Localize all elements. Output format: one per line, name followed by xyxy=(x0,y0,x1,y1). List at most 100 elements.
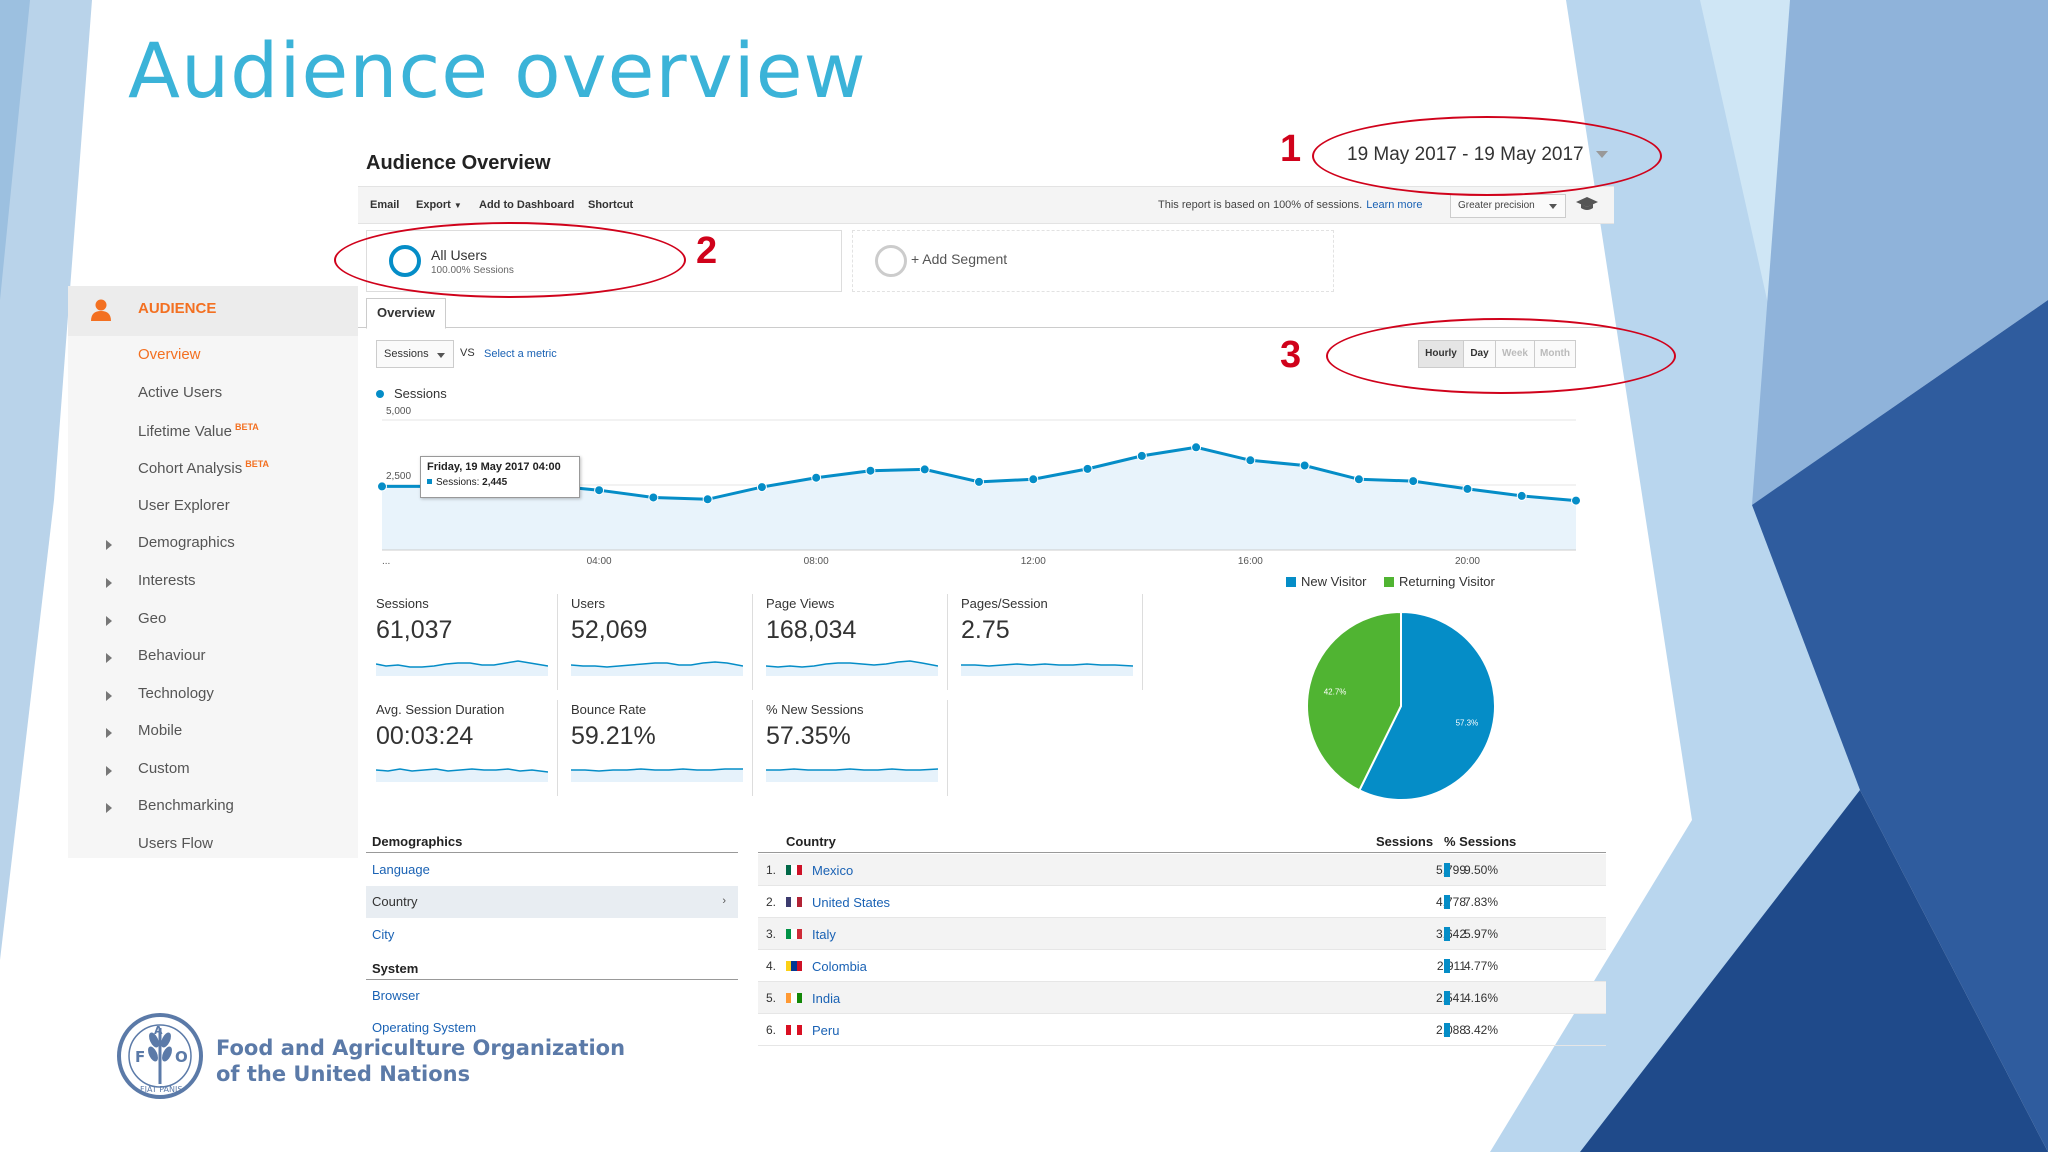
expand-arrow-icon[interactable] xyxy=(106,803,112,813)
sidebar-item-benchmarking[interactable]: Benchmarking xyxy=(138,797,234,814)
data-point[interactable] xyxy=(1245,455,1256,466)
sidebar-item-geo[interactable]: Geo xyxy=(138,610,166,627)
browser-link[interactable]: Browser xyxy=(372,988,420,1003)
data-point[interactable] xyxy=(1299,460,1310,471)
sidebar-item-custom[interactable]: Custom xyxy=(138,760,190,777)
expand-arrow-icon[interactable] xyxy=(106,691,112,701)
metric-dropdown[interactable]: Sessions xyxy=(376,340,454,368)
select-metric-link[interactable]: Select a metric xyxy=(484,348,557,360)
sparkline xyxy=(571,768,743,782)
export-button[interactable]: Export ▼ xyxy=(416,199,462,211)
sidebar-item-users-flow[interactable]: Users Flow xyxy=(138,835,213,852)
data-point[interactable] xyxy=(1353,474,1364,485)
add-segment-button[interactable]: + Add Segment xyxy=(852,230,1334,292)
data-point[interactable] xyxy=(1408,476,1419,487)
row-index: 2. xyxy=(766,895,777,909)
sidebar-item-technology[interactable]: Technology xyxy=(138,685,214,702)
expand-arrow-icon[interactable] xyxy=(106,540,112,550)
sidebar-item-label: User Explorer xyxy=(138,497,230,514)
data-point[interactable] xyxy=(702,494,713,505)
scorecard-pages-per-session[interactable]: Pages/Session 2.75 xyxy=(961,594,1143,690)
scorecard-value: 52,069 xyxy=(571,616,648,644)
sparkline xyxy=(376,660,548,676)
scorecard-new-sessions[interactable]: % New Sessions 57.35% xyxy=(766,700,948,796)
data-point[interactable] xyxy=(1028,474,1039,485)
chevron-down-icon xyxy=(1549,204,1557,209)
visitor-pie-chart: 57.3% 42.7% xyxy=(1306,610,1496,801)
data-point[interactable] xyxy=(377,481,387,492)
system-heading: System xyxy=(372,961,419,976)
operating-system-link[interactable]: Operating System xyxy=(372,1020,477,1035)
data-point[interactable] xyxy=(1462,483,1473,494)
sidebar-item-user-explorer[interactable]: User Explorer xyxy=(138,497,230,514)
sidebar-item-behaviour[interactable]: Behaviour xyxy=(138,647,206,664)
x-tick-label: 08:00 xyxy=(804,556,829,567)
sidebar-item-lifetime-value[interactable]: Lifetime Value BETA xyxy=(138,422,259,440)
graduation-cap-icon[interactable] xyxy=(1576,195,1598,213)
divider xyxy=(366,852,738,853)
precision-dropdown[interactable]: Greater precision xyxy=(1450,194,1566,218)
city-link[interactable]: City xyxy=(372,927,395,942)
expand-arrow-icon[interactable] xyxy=(106,616,112,626)
row-index: 5. xyxy=(766,991,777,1005)
scorecard-bounce-rate[interactable]: Bounce Rate 59.21% xyxy=(571,700,753,796)
data-point[interactable] xyxy=(1516,490,1527,501)
country-link[interactable]: Country › xyxy=(366,886,738,918)
sparkline xyxy=(961,663,1133,676)
table-row[interactable]: 5. India 2,541 4.16% xyxy=(758,982,1606,1014)
sidebar-audience-header[interactable]: AUDIENCE xyxy=(68,286,358,336)
data-point[interactable] xyxy=(974,476,984,487)
data-point[interactable] xyxy=(1082,463,1093,474)
pie-slice[interactable] xyxy=(1358,610,1496,801)
email-button[interactable]: Email xyxy=(370,199,400,211)
data-point[interactable] xyxy=(1191,442,1202,453)
column-header-country: Country xyxy=(786,834,836,849)
data-point[interactable] xyxy=(811,472,822,483)
beta-badge: BETA xyxy=(234,422,259,432)
expand-arrow-icon[interactable] xyxy=(106,728,112,738)
table-row[interactable]: 2. United States 4,778 7.83% xyxy=(758,886,1606,918)
data-point[interactable] xyxy=(648,492,659,503)
sidebar-item-cohort-analysis[interactable]: Cohort Analysis BETA xyxy=(138,459,269,477)
data-point[interactable] xyxy=(865,465,876,476)
sessions-pct: 9.50% xyxy=(1464,863,1499,877)
expand-arrow-icon[interactable] xyxy=(106,653,112,663)
table-row[interactable]: 6. Peru 2,088 3.42% xyxy=(758,1014,1606,1046)
country-link[interactable]: India xyxy=(812,991,841,1006)
data-point[interactable] xyxy=(919,464,930,475)
sidebar-item-label: Overview xyxy=(138,346,201,363)
language-link[interactable]: Language xyxy=(372,862,430,877)
country-link[interactable]: United States xyxy=(812,895,891,910)
scorecard-users[interactable]: Users 52,069 xyxy=(571,594,753,690)
sidebar-item-demographics[interactable]: Demographics xyxy=(138,534,235,551)
country-link[interactable]: Colombia xyxy=(812,959,867,974)
sidebar-item-mobile[interactable]: Mobile xyxy=(138,722,182,739)
pie-slice[interactable] xyxy=(1306,610,1402,792)
learn-more-link[interactable]: Learn more xyxy=(1366,199,1423,211)
add-to-dashboard-button[interactable]: Add to Dashboard xyxy=(479,199,575,211)
expand-arrow-icon[interactable] xyxy=(106,766,112,776)
table-row[interactable]: 1. Mexico 5,799 9.50% xyxy=(758,854,1606,886)
tab-overview[interactable]: Overview xyxy=(366,298,446,329)
table-row[interactable]: 4. Colombia 2,911 4.77% xyxy=(758,950,1606,982)
country-link[interactable]: Italy xyxy=(812,927,836,942)
shortcut-button[interactable]: Shortcut xyxy=(588,199,634,211)
scorecard-avg-session-duration[interactable]: Avg. Session Duration 00:03:24 xyxy=(376,700,558,796)
sidebar-item-label: Mobile xyxy=(138,722,183,739)
data-point[interactable] xyxy=(756,482,767,493)
sidebar-item-overview[interactable]: Overview xyxy=(138,346,201,363)
country-link[interactable]: Peru xyxy=(812,1023,840,1038)
sidebar-item-label: Custom xyxy=(138,760,190,777)
sidebar-item-interests[interactable]: Interests xyxy=(138,572,196,589)
scorecard-sessions[interactable]: Sessions 61,037 xyxy=(376,594,558,690)
sidebar-item-active-users[interactable]: Active Users xyxy=(138,384,222,401)
data-point[interactable] xyxy=(1571,495,1581,506)
pie-data-label: 57.3% xyxy=(1456,718,1479,727)
data-point[interactable] xyxy=(1136,450,1147,461)
data-point[interactable] xyxy=(594,485,605,496)
country-link[interactable]: Mexico xyxy=(812,863,854,878)
scorecard-page-views[interactable]: Page Views 168,034 xyxy=(766,594,948,690)
series-area xyxy=(382,447,1576,550)
expand-arrow-icon[interactable] xyxy=(106,578,112,588)
table-row[interactable]: 3. Italy 3,642 5.97% xyxy=(758,918,1606,950)
